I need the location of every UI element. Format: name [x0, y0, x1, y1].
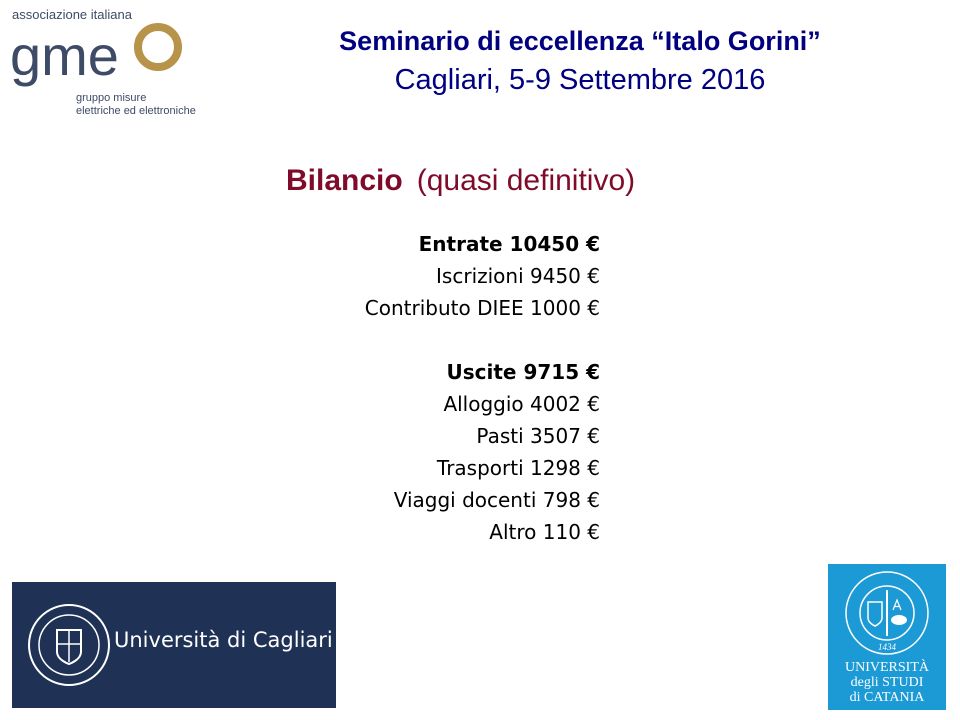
- expense-item: Altro 110 €: [489, 520, 600, 544]
- catania-name: UNIVERSITÀ degli STUDI di CATANIA: [828, 660, 946, 705]
- section-title: Bilancio: [286, 164, 403, 197]
- catania-line1: UNIVERSITÀ: [845, 660, 929, 675]
- logo-bottom-text-2: elettriche ed elettroniche: [76, 105, 196, 117]
- cagliari-name: Università di Cagliari: [114, 628, 333, 652]
- expense-item: Trasporti 1298 €: [436, 456, 600, 480]
- page-subtitle: Cagliari, 5-9 Settembre 2016: [394, 64, 766, 96]
- expense-item: Viaggi docenti 798 €: [393, 488, 600, 512]
- catania-line3: di CATANIA: [849, 690, 925, 705]
- universita-catania-logo: 1434 UNIVERSITÀ degli STUDI di CATANIA: [828, 564, 946, 710]
- cagliari-seal-icon: [28, 604, 110, 686]
- income-item: Contributo DIEE 1000 €: [364, 296, 600, 320]
- income-total: Entrate 10450 €: [418, 232, 600, 256]
- catania-line2: degli STUDI: [850, 675, 924, 690]
- income-item: Iscrizioni 9450 €: [436, 264, 600, 288]
- expenses-total: Uscite 9715 €: [446, 360, 601, 384]
- logo-top-text: associazione italiana: [12, 7, 133, 22]
- budget-list: Entrate 10450 € Iscrizioni 9450 € Contri…: [365, 228, 600, 548]
- logo-bottom-text-1: gruppo misure: [76, 92, 146, 104]
- gme-logo: associazione italiana gme gruppo misure …: [10, 7, 196, 117]
- page-title: Seminario di eccellenza “Italo Gorini”: [339, 26, 821, 56]
- logo-mark: gme: [10, 24, 119, 87]
- catania-seal-icon: 1434: [845, 571, 929, 655]
- expense-item: Alloggio 4002 €: [443, 392, 600, 416]
- catania-year: 1434: [878, 642, 897, 652]
- section-note: (quasi definitivo): [416, 164, 636, 197]
- section-heading: Bilancio (quasi definitivo): [286, 164, 635, 198]
- expense-item: Pasti 3507 €: [476, 424, 600, 448]
- universita-cagliari-logo: Università di Cagliari: [12, 582, 336, 708]
